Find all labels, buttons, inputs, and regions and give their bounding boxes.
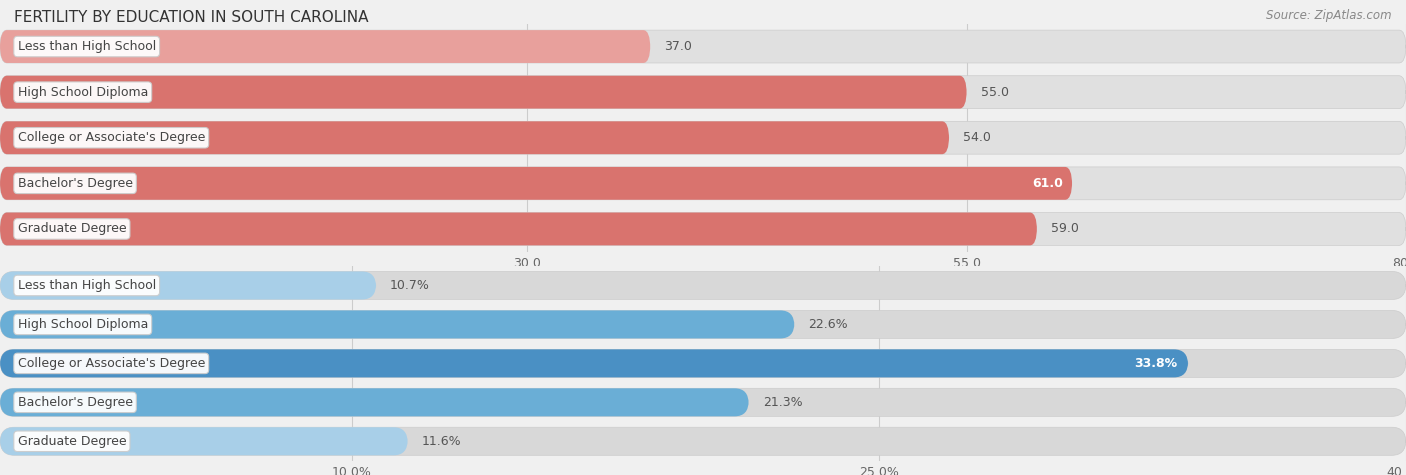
Text: 33.8%: 33.8% bbox=[1135, 357, 1177, 370]
FancyBboxPatch shape bbox=[0, 167, 1073, 200]
FancyBboxPatch shape bbox=[0, 427, 408, 456]
Text: 22.6%: 22.6% bbox=[808, 318, 848, 331]
Text: Bachelor's Degree: Bachelor's Degree bbox=[17, 396, 132, 409]
FancyBboxPatch shape bbox=[0, 310, 1406, 339]
Text: High School Diploma: High School Diploma bbox=[17, 318, 148, 331]
FancyBboxPatch shape bbox=[0, 427, 1406, 456]
FancyBboxPatch shape bbox=[0, 212, 1038, 246]
Text: 55.0: 55.0 bbox=[981, 86, 1008, 99]
FancyBboxPatch shape bbox=[0, 76, 1406, 109]
FancyBboxPatch shape bbox=[0, 349, 1406, 378]
Text: High School Diploma: High School Diploma bbox=[17, 86, 148, 99]
Text: Less than High School: Less than High School bbox=[17, 279, 156, 292]
FancyBboxPatch shape bbox=[0, 30, 650, 63]
Text: Graduate Degree: Graduate Degree bbox=[17, 222, 127, 236]
FancyBboxPatch shape bbox=[0, 388, 749, 417]
Text: 10.7%: 10.7% bbox=[389, 279, 430, 292]
Text: Bachelor's Degree: Bachelor's Degree bbox=[17, 177, 132, 190]
FancyBboxPatch shape bbox=[0, 167, 1406, 200]
Text: FERTILITY BY EDUCATION IN SOUTH CAROLINA: FERTILITY BY EDUCATION IN SOUTH CAROLINA bbox=[14, 10, 368, 25]
Text: 11.6%: 11.6% bbox=[422, 435, 461, 448]
Text: 54.0: 54.0 bbox=[963, 131, 991, 144]
Text: 37.0: 37.0 bbox=[664, 40, 692, 53]
FancyBboxPatch shape bbox=[0, 121, 949, 154]
Text: College or Associate's Degree: College or Associate's Degree bbox=[17, 357, 205, 370]
Text: Graduate Degree: Graduate Degree bbox=[17, 435, 127, 448]
Text: Source: ZipAtlas.com: Source: ZipAtlas.com bbox=[1267, 10, 1392, 22]
FancyBboxPatch shape bbox=[0, 271, 1406, 300]
FancyBboxPatch shape bbox=[0, 121, 1406, 154]
Text: 21.3%: 21.3% bbox=[762, 396, 803, 409]
Text: 61.0: 61.0 bbox=[1032, 177, 1063, 190]
Text: 59.0: 59.0 bbox=[1050, 222, 1078, 236]
FancyBboxPatch shape bbox=[0, 30, 1406, 63]
Text: Less than High School: Less than High School bbox=[17, 40, 156, 53]
FancyBboxPatch shape bbox=[0, 310, 794, 339]
FancyBboxPatch shape bbox=[0, 271, 375, 300]
FancyBboxPatch shape bbox=[0, 349, 1188, 378]
Text: College or Associate's Degree: College or Associate's Degree bbox=[17, 131, 205, 144]
FancyBboxPatch shape bbox=[0, 212, 1406, 246]
FancyBboxPatch shape bbox=[0, 76, 967, 109]
FancyBboxPatch shape bbox=[0, 388, 1406, 417]
